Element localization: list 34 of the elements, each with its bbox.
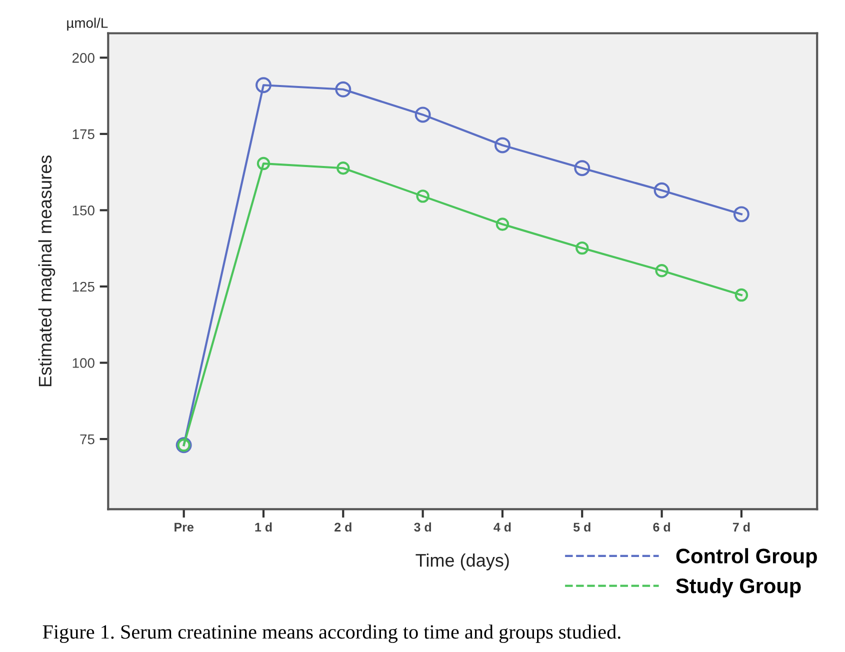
- y-tick-label: 100: [72, 358, 94, 368]
- point: [734, 288, 748, 302]
- y-tick-label: 150: [72, 206, 94, 216]
- point: [654, 182, 670, 198]
- y-axis-title: Estimated maginal measures: [38, 155, 56, 386]
- x-tick-label: 7 d: [732, 522, 750, 532]
- y-tick-label: 175: [72, 129, 94, 140]
- x-tick-label: 5 d: [573, 522, 590, 532]
- text: µmol/L: [67, 18, 108, 31]
- y-tick-label: 125: [72, 282, 94, 292]
- point: [655, 264, 668, 278]
- point: [256, 77, 272, 94]
- point: [576, 241, 589, 255]
- point: [336, 162, 350, 175]
- legend-label: Control Group: [676, 548, 817, 568]
- point: [574, 160, 590, 176]
- x-axis-title: Time (days): [416, 554, 509, 570]
- y-tick-label: 200: [72, 52, 94, 63]
- x-tick-label: Pre: [174, 522, 194, 532]
- point: [494, 137, 510, 154]
- x-tick-label: 3 d: [414, 522, 432, 532]
- x-tick-label: 6 d: [653, 522, 670, 532]
- y-tick-label: 75: [80, 434, 94, 444]
- caption: Figure 1. Serum creatinine means according to time and groups studied.: [42, 624, 620, 643]
- point: [416, 190, 430, 203]
- point: [256, 156, 270, 170]
- point: [414, 106, 431, 123]
- point: [733, 206, 750, 222]
- x-tick-label: 1 d: [255, 522, 272, 532]
- x-tick-label: 4 d: [494, 522, 511, 532]
- legend-label: Study Group: [676, 578, 801, 598]
- point: [496, 218, 510, 231]
- x-tick-label: 2 d: [334, 522, 352, 532]
- point: [335, 81, 352, 98]
